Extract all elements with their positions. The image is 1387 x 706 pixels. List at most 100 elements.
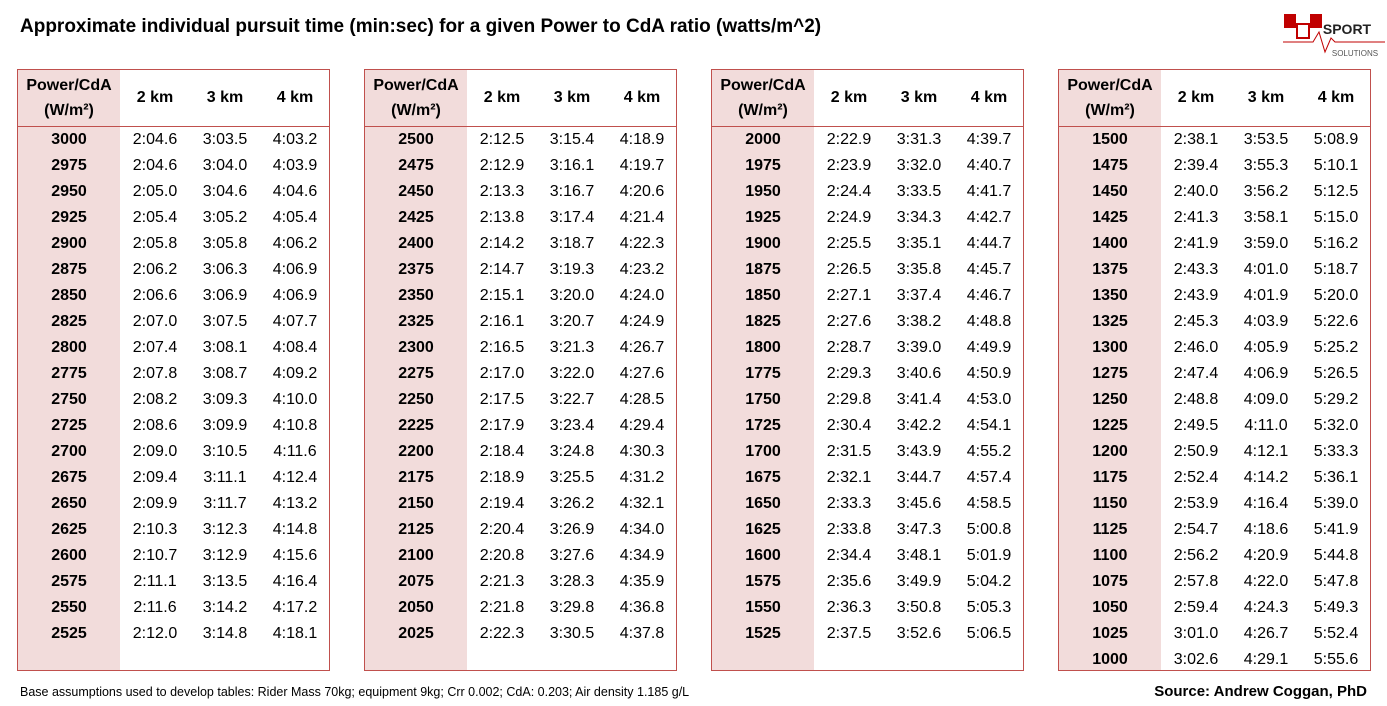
time-value: 4:06.2 xyxy=(272,235,318,252)
time-value: 4:19.7 xyxy=(619,157,665,174)
time-value: 4:18.1 xyxy=(272,625,318,642)
time-value: 4:22.3 xyxy=(619,235,665,252)
time-value: 2:32.1 xyxy=(826,469,872,486)
time-value: 5:29.2 xyxy=(1313,391,1359,408)
header-unit: (W/m²) xyxy=(391,102,441,119)
logo-pulse xyxy=(1283,30,1385,54)
power-value: 2000 xyxy=(745,131,781,148)
time-value: 2:33.8 xyxy=(826,521,872,538)
power-value: 3000 xyxy=(51,131,87,148)
header-distance: 3 km xyxy=(900,89,938,106)
time-value: 4:04.6 xyxy=(272,183,318,200)
time-value: 2:13.3 xyxy=(479,183,525,200)
time-value: 4:12.1 xyxy=(1243,443,1289,460)
time-value: 4:05.4 xyxy=(272,209,318,226)
time-value: 4:03.9 xyxy=(1243,313,1289,330)
time-value: 4:24.3 xyxy=(1243,599,1289,616)
header-row xyxy=(365,70,676,127)
time-value: 2:04.6 xyxy=(132,157,178,174)
power-value: 2650 xyxy=(51,495,87,512)
time-value: 2:26.5 xyxy=(826,261,872,278)
time-value: 2:12.5 xyxy=(479,131,525,148)
time-value: 3:42.2 xyxy=(896,417,942,434)
time-value: 4:18.9 xyxy=(619,131,665,148)
power-value: 1125 xyxy=(1092,521,1128,538)
time-value: 5:52.4 xyxy=(1313,625,1359,642)
power-value: 2525 xyxy=(51,625,87,642)
time-value: 3:22.0 xyxy=(549,365,595,382)
time-value: 5:04.2 xyxy=(966,573,1012,590)
power-value: 2250 xyxy=(398,391,434,408)
power-value: 2200 xyxy=(398,443,434,460)
time-value: 3:08.1 xyxy=(202,339,248,356)
time-value: 4:28.5 xyxy=(619,391,665,408)
power-value: 2350 xyxy=(398,287,434,304)
power-value: 1000 xyxy=(1092,651,1128,668)
time-value: 3:12.3 xyxy=(202,521,248,538)
time-value: 5:05.3 xyxy=(966,599,1012,616)
time-value: 3:48.1 xyxy=(896,547,942,564)
time-value: 3:34.3 xyxy=(896,209,942,226)
time-value: 4:11.6 xyxy=(273,443,317,460)
time-value: 5:06.5 xyxy=(966,625,1012,642)
time-value: 4:03.2 xyxy=(272,131,318,148)
power-value: 1450 xyxy=(1092,183,1128,200)
time-value: 4:23.2 xyxy=(619,261,665,278)
time-value: 5:39.0 xyxy=(1313,495,1359,512)
table: Power/CdA (W/m²) 2 km 3 km 4 km 1500 2:38.1 3:5… xyxy=(1058,69,1371,671)
power-value: 1800 xyxy=(745,339,781,356)
time-value: 4:35.9 xyxy=(619,573,665,590)
power-value: 2325 xyxy=(398,313,434,330)
time-value: 5:10.1 xyxy=(1313,157,1359,174)
power-value: 1425 xyxy=(1092,209,1128,226)
power-value: 2500 xyxy=(398,131,434,148)
time-value: 3:09.9 xyxy=(202,417,248,434)
power-value: 1400 xyxy=(1092,235,1128,252)
time-value: 4:12.4 xyxy=(272,469,318,486)
time-value: 4:44.7 xyxy=(966,235,1012,252)
power-value: 1100 xyxy=(1092,547,1128,564)
time-value: 3:04.6 xyxy=(202,183,248,200)
time-value: 2:40.0 xyxy=(1173,183,1219,200)
power-value: 1375 xyxy=(1092,261,1128,278)
time-value: 5:18.7 xyxy=(1313,261,1359,278)
time-value: 4:21.4 xyxy=(619,209,665,226)
time-value: 3:59.0 xyxy=(1243,235,1289,252)
time-value: 2:33.3 xyxy=(826,495,872,512)
logo-subword: SOLUTIONS xyxy=(1332,49,1378,58)
time-value: 4:10.0 xyxy=(272,391,318,408)
time-value: 2:31.5 xyxy=(826,443,872,460)
time-value: 3:14.8 xyxy=(202,625,248,642)
power-value: 1300 xyxy=(1092,339,1128,356)
logo-block xyxy=(1284,14,1296,28)
time-value: 5:32.0 xyxy=(1313,417,1359,434)
time-value: 3:55.3 xyxy=(1243,157,1289,174)
time-value: 2:11.1 xyxy=(133,573,177,590)
time-value: 2:41.3 xyxy=(1173,209,1219,226)
logo-word: SPORT xyxy=(1323,21,1372,37)
time-value: 3:06.3 xyxy=(202,261,248,278)
time-value: 4:05.9 xyxy=(1243,339,1289,356)
time-value: 5:26.5 xyxy=(1313,365,1359,382)
time-value: 3:11.7 xyxy=(203,495,247,512)
time-value: 4:20.6 xyxy=(619,183,665,200)
time-value: 5:49.3 xyxy=(1313,599,1359,616)
time-value: 2:50.9 xyxy=(1173,443,1219,460)
time-value: 4:08.4 xyxy=(272,339,318,356)
time-value: 3:11.1 xyxy=(203,469,247,486)
power-value: 1500 xyxy=(1092,131,1128,148)
time-value: 2:22.3 xyxy=(479,625,525,642)
time-value: 4:36.8 xyxy=(619,599,665,616)
time-value: 3:21.3 xyxy=(549,339,595,356)
time-value: 2:05.8 xyxy=(132,235,178,252)
time-value: 2:22.9 xyxy=(826,131,872,148)
header-distance: 3 km xyxy=(553,89,591,106)
time-value: 3:05.2 xyxy=(202,209,248,226)
time-value: 2:09.9 xyxy=(132,495,178,512)
time-value: 2:59.4 xyxy=(1173,599,1219,616)
power-value: 2700 xyxy=(51,443,87,460)
time-value: 4:53.0 xyxy=(966,391,1012,408)
time-value: 5:01.9 xyxy=(966,547,1012,564)
header-row xyxy=(1059,70,1370,127)
